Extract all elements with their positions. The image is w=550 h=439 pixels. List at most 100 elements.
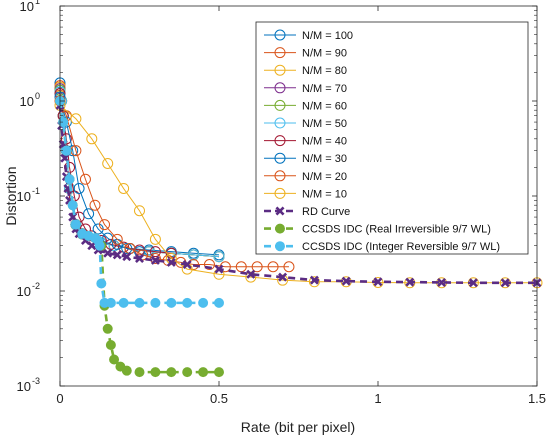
series-11-point [405,277,415,287]
series-12-point [134,367,145,378]
legend-marker [275,241,285,252]
series-13-point [118,297,129,308]
legend-entry: N/M = 50 [264,117,347,130]
series-10-point [118,182,130,194]
series-11-point [278,272,288,282]
legend-marker [274,135,286,147]
series-12-point [105,340,116,351]
series-13-point [96,278,107,289]
series-9-line [59,100,289,268]
series-13-point [58,117,69,128]
series-12-point [102,323,113,334]
series-13-point [94,240,105,251]
legend-entry: CCSDS IDC (Integer Reversible 9/7 WL) [264,241,500,253]
series-10-point [277,274,289,286]
series-10-point [102,157,114,169]
series-9-point [251,261,263,273]
series-11-point [103,248,113,258]
legend-entry: N/M = 100 [264,29,353,42]
series-12-point [198,367,209,378]
legend-label: N/M = 10 [302,188,347,200]
series-13 [55,96,224,308]
legend-label: N/M = 80 [302,65,347,77]
legend-marker [274,99,286,111]
series-9-point [79,173,91,185]
series-9-point [267,261,279,273]
legend-label: N/M = 20 [302,171,347,183]
series-9-point [149,252,161,264]
series-13-point [105,297,116,308]
legend-marker [274,187,286,199]
legend-entry: N/M = 90 [264,47,347,60]
series-13-point [61,145,72,156]
series-9-point [99,219,111,231]
legend-entry: N/M = 30 [264,152,347,165]
series-8-line [59,96,140,253]
legend: N/M = 100 N/M = 90 N/M = 80 N/M = 70 N/M = 6… [255,21,529,255]
series-13-point [214,297,224,308]
legend-marker [275,223,285,234]
series-11-point [150,255,160,265]
legend-label: N/M = 100 [302,30,353,42]
series-12-point [150,367,161,378]
series-10-point [308,276,320,288]
x-tick-label: 1 [374,391,381,406]
series-11-point [214,264,224,274]
legend-label: N/M = 50 [302,118,347,130]
series-11-point [112,250,122,260]
legend-entry: N/M = 10 [264,187,347,200]
series-9-point [111,233,123,245]
series-8-point [83,208,95,220]
series-12-point [166,367,177,378]
y-tick-label: 10-1 [17,186,40,204]
legend-entry: N/M = 60 [264,99,347,112]
x-tick-label: 0.5 [210,391,228,406]
series-13-point [70,219,81,230]
series-11-point [500,278,510,288]
legend-label: N/M = 60 [302,100,347,112]
series-9-point [283,261,295,273]
series-11-point [122,252,132,262]
x-tick-label: 1.5 [528,391,546,406]
legend-marker [274,152,286,164]
series-11-point [437,277,447,287]
legend-entry: N/M = 40 [264,135,347,148]
legend-marker [274,170,286,182]
series-9-point [89,199,101,211]
series-11-point [246,269,256,279]
y-tick-label: 100 [20,91,40,109]
x-tick-label: 0 [56,391,63,406]
series-11-point [468,278,478,288]
legend-entry: N/M = 20 [264,170,347,183]
y-tick-label: 101 [20,0,40,14]
series-12-point [214,367,224,378]
series-7-point [149,246,161,258]
series-12-line [58,100,219,374]
x-axis-label: Rate (bit per pixel) [241,419,355,435]
series-12-point [182,367,193,378]
series-10-point [245,271,257,283]
series-12-point [109,354,120,365]
legend-label: RD Curve [302,206,350,218]
legend-box [255,21,529,255]
legend-label: N/M = 30 [302,153,347,165]
series-8-point [73,182,85,194]
series-13-point [64,174,75,185]
series-9-point [203,259,215,271]
legend-label: N/M = 40 [302,136,347,148]
y-tick-label: 10-3 [17,376,40,394]
y-tick-label: 10-2 [17,281,40,299]
legend-entry: CCSDS IDC (Real Irreversible 9/7 WL) [264,223,491,236]
series-11-point [341,276,351,286]
series-10-point [149,233,161,245]
series-11-point [166,257,176,267]
series-11-point [182,260,192,270]
series-13-point [134,297,145,308]
series-13-point [67,200,78,211]
legend-marker [274,29,286,41]
legend-marker [275,206,285,216]
legend-marker [274,47,286,59]
series-11-point [135,253,144,263]
legend-label: N/M = 90 [302,48,347,60]
